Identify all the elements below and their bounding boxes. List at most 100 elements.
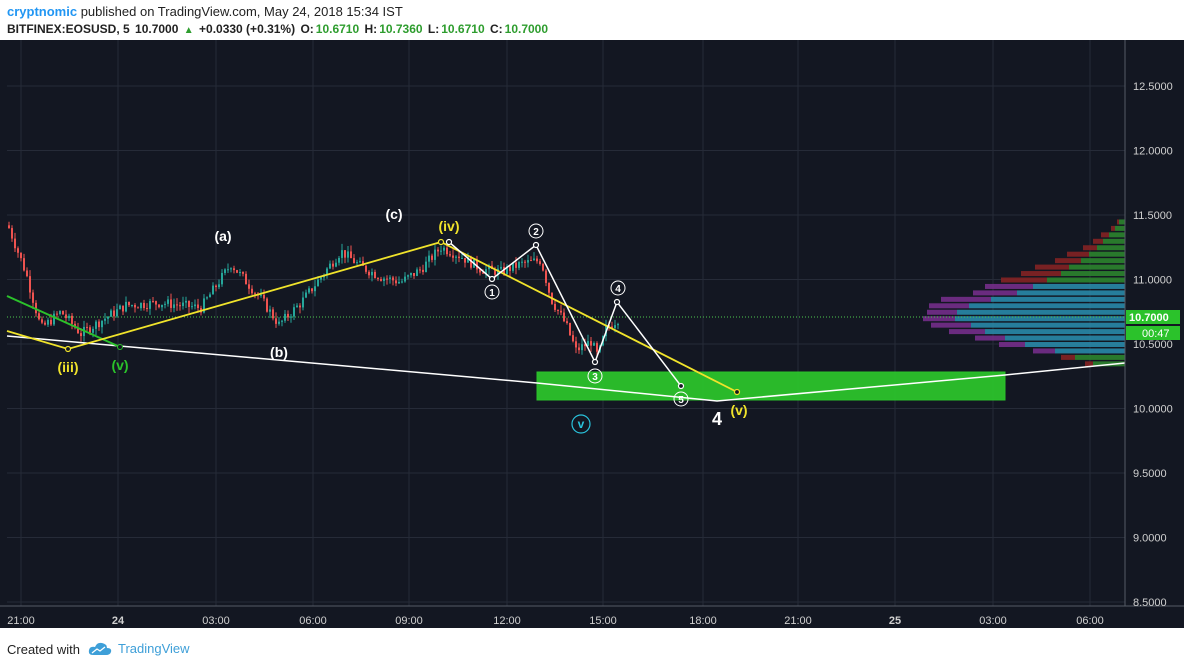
candle-body [263,294,265,299]
volume-profile-bar-up [1069,264,1125,270]
open-label: O: [300,22,314,36]
candle-body [563,312,565,322]
candle-body [302,297,304,308]
volume-profile-bar-down [929,303,969,309]
candle-body [269,309,271,312]
candle-body [44,322,46,325]
high-label: H: [364,22,378,36]
volume-profile-bar-up [1081,258,1125,264]
volume-profile-bar-up [1075,354,1125,360]
volume-profile-bar-down [1055,258,1081,264]
volume-profile-bar-up [1115,225,1125,231]
volume-profile-bar-down [949,329,985,335]
volume-profile-bar-down [1021,271,1061,277]
candle-body [557,309,559,311]
candle-body [317,279,319,287]
candle-body [53,313,55,325]
candle-body [374,271,376,279]
volume-profile-bar-down [1085,361,1093,367]
wave-label-1: 1 [489,288,495,299]
candle-body [314,286,316,292]
author-link[interactable]: cryptnomic [7,4,78,19]
volume-profile-bar-up [1025,342,1125,347]
candle-body [50,319,52,325]
candle-body [407,275,409,277]
price-tick-label: 9.0000 [1133,533,1167,545]
candle-body [245,273,247,285]
candle-body [482,272,484,274]
candle-body [149,301,151,309]
candle-body [242,271,244,274]
candle-body [203,298,205,313]
wave-points [445,238,685,390]
candle-body [527,260,529,263]
candle-body [62,311,64,315]
time-tick-label: 12:00 [493,615,521,627]
target-zone-box[interactable] [536,371,1006,401]
candle-body [581,344,583,351]
candle-body [539,261,541,264]
tradingview-link[interactable]: TradingView [88,641,190,656]
price-tick-label: 8.5000 [1133,597,1167,609]
volume-profile-bar-down [1001,277,1047,283]
candle-body [584,344,586,347]
white-trendline[interactable] [6,335,1126,402]
wave-label-big-4: 4 [712,409,722,429]
symbol-name[interactable]: BITFINEX:EOSUSD, 5 [7,22,130,36]
price-tick-label: 9.5000 [1133,468,1167,480]
candle-body [569,322,571,336]
green-trendline[interactable] [6,295,121,348]
volume-profile-bar-up [1061,271,1125,277]
yellow-wave-line[interactable] [6,241,738,393]
candle-body [464,257,466,263]
price-tick-label: 12.5000 [1133,81,1173,93]
candle-body [266,298,268,312]
volume-profile-bar-down [923,316,955,322]
candle-body [395,280,397,284]
candle-body [509,266,511,271]
last-price: 10.7000 [135,22,179,36]
candle-body [254,293,256,295]
candle-body [173,304,175,308]
price-tick-label: 10.5000 [1133,339,1173,351]
candle-body [191,306,193,308]
cloud-logo-icon [88,642,112,655]
candle-body [422,269,424,272]
candle-body [521,261,523,263]
candle-body [179,305,181,307]
candle-body [338,257,340,263]
candle-body [137,307,139,309]
candle-body [443,247,445,251]
candle-body [365,265,367,272]
time-tick-label: 15:00 [589,615,617,627]
candle-body [611,326,613,328]
up-triangle-icon: ▲ [183,25,194,36]
wave-label-4: 4 [615,284,621,295]
candle-body [368,271,370,276]
white-minor-wave[interactable] [448,241,682,387]
volume-profile-bar-down [1067,251,1089,257]
volume-profile-bar-down [1061,354,1075,360]
candle-body [401,281,403,283]
volume-profile-bar-down [985,283,1033,289]
candle-body [260,294,262,296]
candle-body [227,269,229,271]
time-tick-label: 24 [112,615,125,627]
chart-area[interactable]: (a) (b) (c) (iv) (iii) (v) (v) 4 1 2 3 4… [0,40,1184,628]
candle-body [293,307,295,317]
candle-body [275,318,277,324]
candle-body [344,250,346,258]
volume-profile-bar-up [991,296,1125,302]
candle-body [26,270,28,277]
candle-body [545,270,547,283]
candle-body [143,302,145,309]
candle-body [554,303,556,310]
candle-body [11,228,13,239]
candle-body [533,258,535,261]
wave-label-b: (b) [270,344,288,360]
grid [7,40,1125,606]
volume-profile-bar-up [985,329,1125,335]
volume-profile [923,219,1125,367]
price-chart[interactable]: (a) (b) (c) (iv) (iii) (v) (v) 4 1 2 3 4… [0,40,1184,628]
candle-body [434,249,436,260]
